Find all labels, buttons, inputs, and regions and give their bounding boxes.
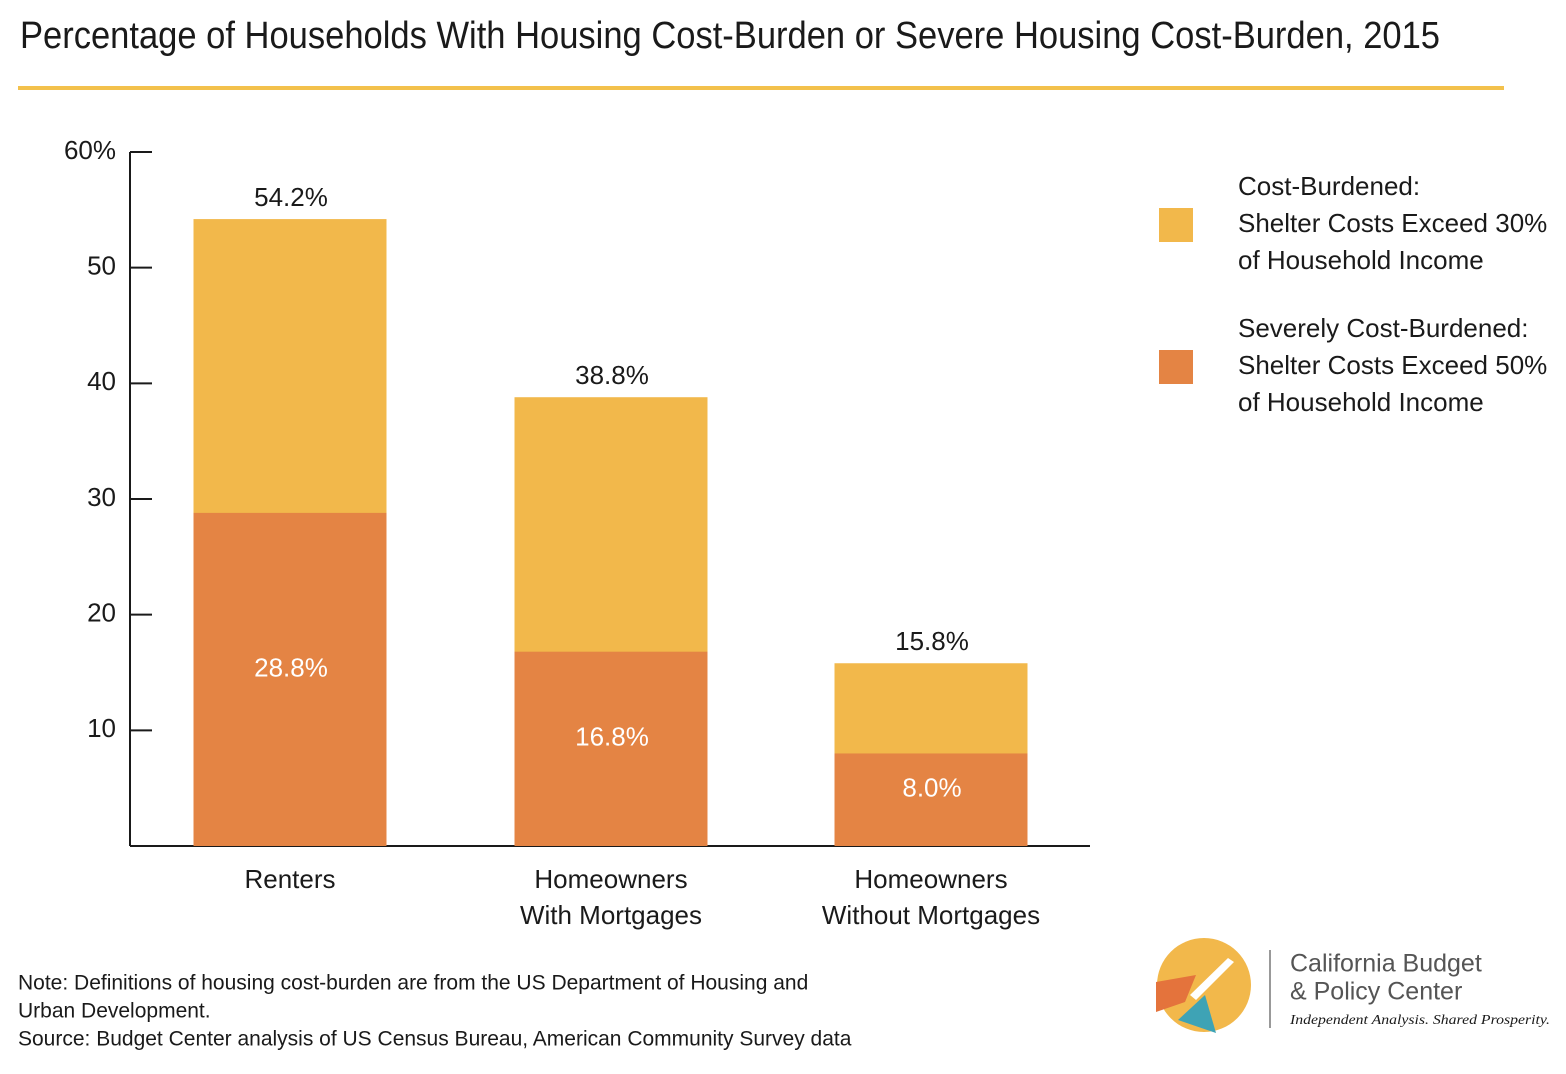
x-tick-label: Homeowners [854,864,1007,894]
note: Urban Development. [18,1000,211,1023]
logo-icon [1156,938,1271,1033]
x-tick-label: Homeowners [534,864,687,894]
legend-label: Shelter Costs Exceed 50% [1238,350,1547,380]
legend-swatch [1159,350,1193,384]
y-tick-label: 20 [87,598,116,628]
legend-label: of Household Income [1238,245,1484,275]
x-tick-label: Without Mortgages [822,900,1040,930]
legend-label: Cost-Burdened: [1238,171,1420,201]
x-tick-label: Renters [244,864,335,894]
bar [514,651,708,846]
y-tick-label: 50 [87,251,116,281]
bar [834,753,1028,846]
y-tick-label: 10 [87,713,116,743]
chart-title: Percentage of Households With Housing Co… [20,15,1440,57]
value-label: 8.0% [902,773,961,803]
bar [193,512,387,846]
logo-text: California Budget [1290,950,1482,978]
y-tick-label: 40 [87,366,116,396]
note: Source: Budget Center analysis of US Cen… [18,1028,852,1051]
legend-swatch [1159,208,1193,242]
value-label: 28.8% [254,652,328,682]
legend-label: of Household Income [1238,387,1484,417]
value-label: 54.2% [254,182,328,212]
logo-tagline: Independent Analysis. Shared Prosperity. [1289,1013,1550,1028]
title-rule [18,86,1504,90]
value-label: 15.8% [895,626,969,656]
value-label: 16.8% [575,722,649,752]
legend-label: Severely Cost-Burdened: [1238,313,1528,343]
note: Note: Definitions of housing cost-burden… [18,972,808,995]
logo-text: & Policy Center [1290,978,1462,1006]
legend-label: Shelter Costs Exceed 30% [1238,208,1547,238]
y-tick-label: 30 [87,482,116,512]
y-tick-label: 60% [64,135,116,165]
x-tick-label: With Mortgages [520,900,702,930]
value-label: 38.8% [575,360,649,390]
